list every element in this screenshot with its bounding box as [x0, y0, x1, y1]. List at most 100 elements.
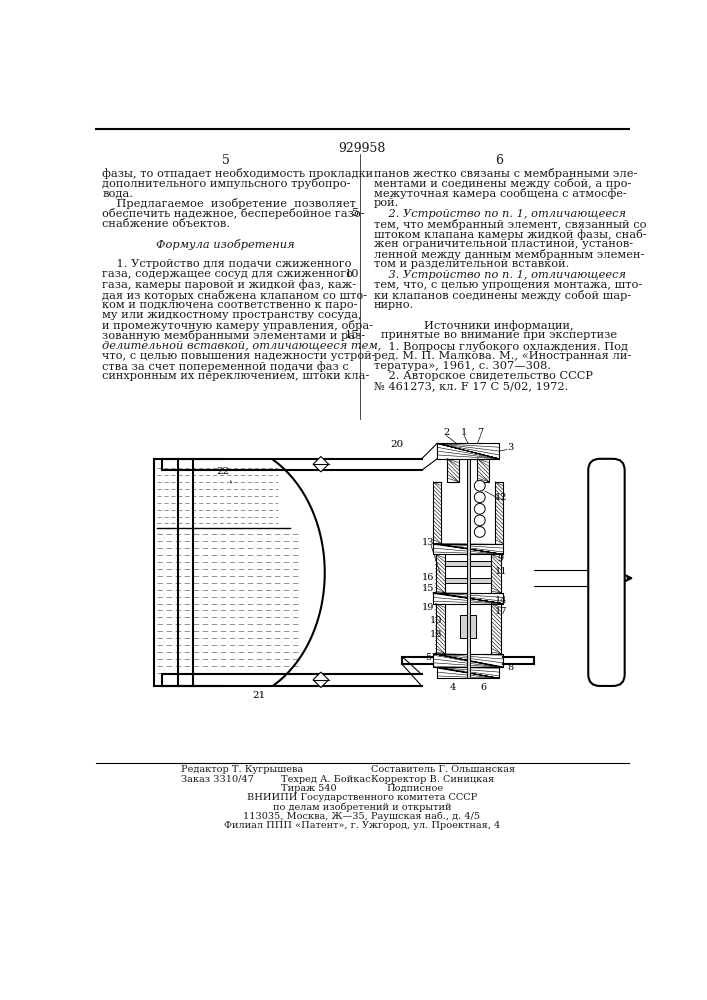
- Text: 10: 10: [429, 616, 442, 625]
- Text: межуточная камера сообщена с атмосфе-: межуточная камера сообщена с атмосфе-: [373, 188, 626, 199]
- Text: нирно.: нирно.: [373, 300, 414, 310]
- Bar: [433, 654, 503, 667]
- Bar: [477, 459, 489, 482]
- Text: Филиал ППП «Патент», г. Ужгород, ул. Проектная, 4: Филиал ППП «Патент», г. Ужгород, ул. Про…: [224, 821, 500, 830]
- Text: 16: 16: [421, 573, 434, 582]
- Text: ства за счет попеременной подачи фаз с: ства за счет попеременной подачи фаз с: [103, 361, 349, 372]
- Bar: [448, 459, 459, 482]
- Text: панов жестко связаны с мембранными эле-: панов жестко связаны с мембранными эле-: [373, 168, 637, 179]
- Text: 4: 4: [450, 683, 456, 692]
- Text: ленной между данным мембранным элемен-: ленной между данным мембранным элемен-: [373, 249, 644, 260]
- Bar: [437, 443, 499, 459]
- Text: вода.: вода.: [103, 188, 134, 198]
- Text: 3: 3: [508, 443, 514, 452]
- Text: 15: 15: [344, 330, 359, 340]
- Bar: [436, 554, 445, 593]
- Text: 20: 20: [391, 440, 404, 449]
- Text: том и разделительной вставкой.: том и разделительной вставкой.: [373, 259, 569, 269]
- Text: Техред А. Бойкас: Техред А. Бойкас: [281, 774, 370, 784]
- Text: по делам изобретений и открытий: по делам изобретений и открытий: [273, 802, 451, 812]
- Text: 5: 5: [221, 154, 230, 167]
- Text: ки клапанов соединены между собой шар-: ки клапанов соединены между собой шар-: [373, 290, 631, 301]
- Text: тем, что мембранный элемент, связанный со: тем, что мембранный элемент, связанный с…: [373, 219, 646, 230]
- Text: газа, камеры паровой и жидкой фаз, каж-: газа, камеры паровой и жидкой фаз, каж-: [103, 280, 356, 290]
- Text: ком и подключена соответственно к паро-: ком и подключена соответственно к паро-: [103, 300, 358, 310]
- Text: 17: 17: [494, 607, 507, 616]
- Text: газа, содержащее сосуд для сжиженного: газа, содержащее сосуд для сжиженного: [103, 269, 354, 279]
- Text: 6: 6: [481, 683, 486, 692]
- Circle shape: [474, 527, 485, 537]
- Text: 2. Авторское свидетельство СССР: 2. Авторское свидетельство СССР: [373, 371, 592, 381]
- Polygon shape: [313, 672, 329, 687]
- Text: 1. Вопросы глубокого охлаждения. Под: 1. Вопросы глубокого охлаждения. Под: [373, 341, 628, 352]
- Text: снабжение объектов.: снабжение объектов.: [103, 219, 230, 229]
- Text: Редактор Т. Кугрышева: Редактор Т. Кугрышева: [182, 765, 303, 774]
- Text: Формула изобретения: Формула изобретения: [156, 239, 295, 250]
- Bar: [433, 544, 503, 554]
- Text: жен ограничительной пластиной, установ-: жен ограничительной пластиной, установ-: [373, 239, 633, 249]
- Text: зованную мембранными элементами и раз-: зованную мембранными элементами и раз-: [103, 330, 366, 341]
- Text: фазы, то отпадает необходимость прокладки: фазы, то отпадает необходимость прокладк…: [103, 168, 373, 179]
- Text: Предлагаемое  изобретение  позволяет: Предлагаемое изобретение позволяет: [103, 198, 356, 209]
- Text: 113035, Москва, Ж—35, Раушская наб., д. 4/5: 113035, Москва, Ж—35, Раушская наб., д. …: [243, 811, 481, 821]
- Text: 2. Устройство по п. 1, отличающееся: 2. Устройство по п. 1, отличающееся: [373, 208, 626, 219]
- Circle shape: [474, 480, 485, 491]
- Text: обеспечить надежное, бесперебойное газо-: обеспечить надежное, бесперебойное газо-: [103, 208, 365, 219]
- FancyBboxPatch shape: [588, 459, 625, 686]
- Text: 18: 18: [429, 630, 442, 639]
- Bar: [495, 482, 503, 544]
- Text: 1: 1: [461, 428, 467, 437]
- Bar: [437, 667, 499, 678]
- Text: 1. Устройство для подачи сжиженного: 1. Устройство для подачи сжиженного: [103, 259, 352, 269]
- Text: 5: 5: [351, 208, 359, 218]
- Text: 5: 5: [425, 653, 431, 662]
- Text: тем, что, с целью упрощения монтажа, што-: тем, что, с целью упрощения монтажа, што…: [373, 280, 642, 290]
- Text: Подписное: Подписное: [387, 784, 444, 793]
- Text: что, с целью повышения надежности устрой-: что, с целью повышения надежности устрой…: [103, 351, 376, 361]
- Text: 3. Устройство по п. 1, отличающееся: 3. Устройство по п. 1, отличающееся: [373, 269, 626, 280]
- Text: 7: 7: [477, 428, 484, 437]
- Text: 10: 10: [344, 269, 359, 279]
- Text: синхронным их переключением, штоки кла-: синхронным их переключением, штоки кла-: [103, 371, 370, 381]
- Text: ВНИИПИ Государственного комитета СССР: ВНИИПИ Государственного комитета СССР: [247, 793, 477, 802]
- Text: рой.: рой.: [373, 198, 399, 208]
- Text: 12: 12: [494, 493, 507, 502]
- Text: дополнительного импульсного трубопро-: дополнительного импульсного трубопро-: [103, 178, 351, 189]
- Text: ментами и соединены между собой, а про-: ментами и соединены между собой, а про-: [373, 178, 631, 189]
- Bar: [433, 482, 441, 544]
- Text: 19: 19: [421, 603, 434, 612]
- Text: Источники информации,: Источники информации,: [424, 320, 574, 331]
- Text: дая из которых снабжена клапаном со што-: дая из которых снабжена клапаном со што-: [103, 290, 368, 301]
- Bar: [491, 604, 501, 654]
- Circle shape: [474, 492, 485, 503]
- Polygon shape: [445, 561, 491, 566]
- Text: штоком клапана камеры жидкой фазы, снаб-: штоком клапана камеры жидкой фазы, снаб-: [373, 229, 646, 240]
- Text: № 461273, кл. F 17 С 5/02, 1972.: № 461273, кл. F 17 С 5/02, 1972.: [373, 381, 568, 391]
- Text: 14: 14: [494, 596, 507, 605]
- Text: Заказ 3310/47: Заказ 3310/47: [182, 774, 255, 784]
- Text: 15: 15: [421, 584, 434, 593]
- Text: делительной вставкой, отличающееся тем,: делительной вставкой, отличающееся тем,: [103, 341, 382, 351]
- Text: 21: 21: [252, 690, 266, 700]
- Text: 2: 2: [443, 428, 450, 437]
- Bar: [460, 615, 476, 638]
- Polygon shape: [313, 456, 329, 472]
- Bar: [433, 593, 503, 604]
- Text: ред. М. П. Малкова. М., «Иностранная ли-: ред. М. П. Малкова. М., «Иностранная ли-: [373, 351, 631, 361]
- Text: 11: 11: [494, 567, 507, 576]
- Text: тература», 1961, с. 307—308.: тература», 1961, с. 307—308.: [373, 361, 551, 371]
- Bar: [491, 554, 501, 593]
- Text: и промежуточную камеру управления, обра-: и промежуточную камеру управления, обра-: [103, 320, 373, 331]
- Circle shape: [474, 503, 485, 514]
- Text: Составитель Г. Ольшанская: Составитель Г. Ольшанская: [371, 765, 515, 774]
- Bar: [436, 604, 445, 654]
- Bar: [467, 459, 470, 678]
- Text: 8: 8: [508, 663, 514, 672]
- Text: принятые во внимание при экспертизе: принятые во внимание при экспертизе: [381, 330, 617, 340]
- Text: 9: 9: [498, 554, 504, 563]
- Circle shape: [474, 515, 485, 526]
- Polygon shape: [445, 578, 491, 583]
- Text: 22: 22: [216, 467, 230, 476]
- Text: Тираж 540: Тираж 540: [281, 784, 337, 793]
- Text: му или жидкостному пространству сосуда,: му или жидкостному пространству сосуда,: [103, 310, 362, 320]
